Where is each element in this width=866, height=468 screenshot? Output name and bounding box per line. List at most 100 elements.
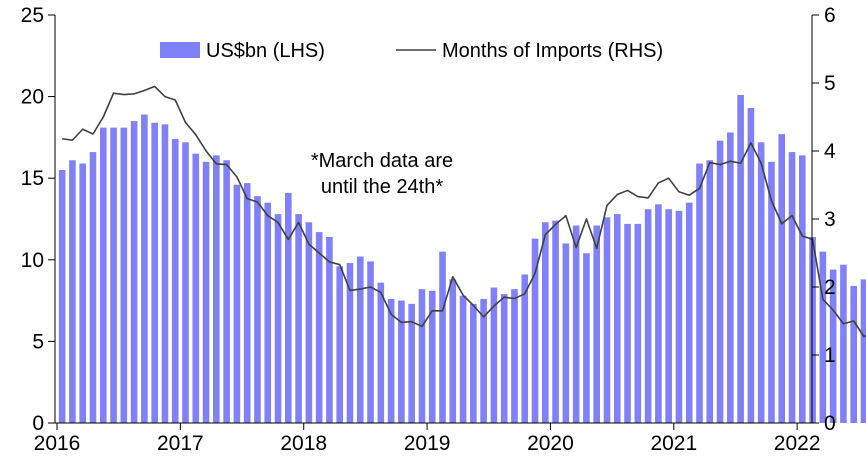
bar	[161, 124, 169, 423]
line-series-months-of-imports	[62, 85, 866, 338]
bar	[326, 236, 333, 423]
bar	[171, 139, 179, 423]
bar	[89, 152, 97, 423]
bar	[480, 298, 487, 423]
bar	[377, 282, 385, 423]
bar	[809, 236, 816, 423]
bar	[356, 256, 364, 423]
left-tick-label: 5	[32, 330, 44, 353]
annotation-line-1: *March data are	[311, 150, 453, 172]
x-tick-label: 2016	[34, 432, 81, 455]
bar	[634, 223, 642, 423]
bar	[418, 289, 426, 423]
bar	[799, 155, 806, 423]
x-tick-label: 2022	[774, 432, 821, 455]
x-tick-label: 2017	[157, 432, 204, 455]
bar	[727, 132, 734, 423]
bar	[696, 163, 703, 423]
bar	[58, 170, 66, 423]
bar	[254, 196, 261, 423]
right-tick-label: 3	[824, 208, 836, 231]
bar	[459, 295, 467, 423]
bar	[233, 184, 241, 423]
legend: US$bn (LHS) Months of Imports (RHS)	[160, 40, 663, 62]
annotation-line-2: until the 24th*	[321, 176, 444, 198]
bar	[531, 238, 539, 423]
bar	[685, 202, 693, 423]
bar	[665, 209, 672, 423]
bar	[706, 160, 714, 423]
bar	[213, 155, 220, 423]
annotation: *March data are until the 24th*	[311, 150, 453, 198]
bar	[593, 225, 600, 423]
bar	[120, 127, 128, 424]
left-tick-label: 25	[21, 4, 44, 27]
bar	[439, 251, 446, 423]
bar	[603, 217, 611, 423]
x-tick-label: 2020	[527, 432, 574, 455]
bar	[202, 161, 210, 423]
bar	[737, 94, 744, 423]
bar	[367, 261, 374, 423]
bar	[285, 192, 292, 423]
bar	[141, 114, 148, 424]
x-tick-label: 2018	[280, 432, 327, 455]
right-y-ticks: 0 1 2 3 4 5 6	[812, 4, 836, 435]
bar	[840, 264, 847, 423]
bar	[521, 274, 529, 423]
right-tick-label: 5	[824, 72, 836, 95]
bar	[110, 127, 117, 424]
bar	[305, 222, 313, 423]
x-tick-label: 2021	[650, 432, 697, 455]
bar	[655, 204, 662, 423]
right-tick-label: 2	[824, 276, 836, 299]
bar	[69, 160, 76, 423]
bar	[346, 263, 354, 423]
bar	[192, 153, 200, 423]
bar	[819, 251, 827, 423]
bar	[408, 303, 415, 423]
bar	[182, 142, 189, 424]
bar	[675, 210, 683, 423]
bar	[716, 140, 724, 423]
bar	[788, 152, 796, 423]
bar	[490, 287, 498, 423]
bar	[99, 127, 107, 424]
bar	[130, 121, 138, 423]
left-tick-label: 20	[21, 86, 44, 109]
bar	[500, 294, 508, 423]
bar	[511, 289, 518, 423]
bar	[398, 300, 405, 423]
bar	[778, 134, 786, 423]
bar	[768, 161, 775, 423]
bar	[757, 142, 765, 424]
bar	[747, 108, 755, 424]
bar	[470, 303, 477, 423]
x-ticks: 20162017201820192020202120222023	[34, 423, 821, 455]
left-tick-label: 15	[21, 167, 44, 190]
bar	[613, 214, 621, 423]
bar	[295, 214, 302, 423]
bar	[860, 279, 866, 423]
right-tick-label: 4	[824, 140, 836, 163]
bar	[572, 225, 580, 423]
right-tick-label: 1	[824, 344, 836, 367]
legend-swatch-bar	[160, 42, 200, 58]
right-tick-label: 0	[824, 412, 836, 435]
bar	[583, 253, 590, 423]
bar	[850, 285, 857, 423]
bar	[562, 243, 570, 423]
left-tick-label: 10	[21, 249, 44, 272]
bar	[274, 214, 282, 423]
bar-series-usd-bn	[58, 94, 866, 424]
bar	[387, 298, 395, 423]
bar	[644, 209, 652, 423]
x-tick-label: 2019	[404, 432, 451, 455]
bar	[624, 223, 631, 423]
bar	[336, 266, 343, 423]
bar	[315, 232, 323, 423]
left-y-ticks: 0 5 10 15 20 25	[21, 4, 55, 435]
left-tick-label: 0	[32, 412, 44, 435]
bar	[264, 202, 272, 423]
